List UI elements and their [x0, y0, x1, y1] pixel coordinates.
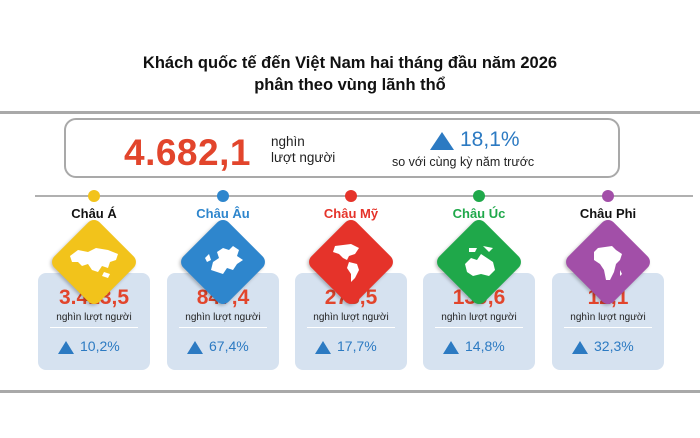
total-change: 18,1% [460, 128, 520, 151]
card-separator [564, 327, 652, 328]
region-australia: Châu Úc 130,6 nghìn lượt người 14,8% [423, 190, 535, 380]
increase-triangle-icon [430, 132, 454, 150]
region-dot [473, 190, 485, 202]
region-asia: Châu Á 3.413,5 nghìn lượt người 10,2% [38, 190, 150, 380]
region-change: 67,4% [209, 338, 249, 354]
region-europe: Châu Âu 847,4 nghìn lượt người 67,4% [167, 190, 279, 380]
region-dot [88, 190, 100, 202]
increase-triangle-icon [187, 341, 203, 354]
region-name: Châu Á [71, 206, 117, 221]
africa-map-icon [594, 246, 622, 280]
region-unit: nghìn lượt người [441, 312, 517, 323]
region-change: 32,3% [594, 338, 634, 354]
increase-triangle-icon [572, 341, 588, 354]
region-timeline-line [35, 195, 693, 197]
region-unit: nghìn lượt người [570, 312, 646, 323]
region-unit: nghìn lượt người [185, 312, 261, 323]
top-divider [0, 111, 700, 114]
region-dot [345, 190, 357, 202]
region-americas: Châu Mỹ 278,5 nghìn lượt người 17,7% [295, 190, 407, 380]
region-change: 17,7% [337, 338, 377, 354]
total-unit: nghìn lượt người [271, 134, 335, 166]
region-change: 14,8% [465, 338, 505, 354]
increase-triangle-icon [58, 341, 74, 354]
total-comparison-note: so với cùng kỳ năm trước [392, 155, 535, 169]
region-name: Châu Mỹ [323, 206, 379, 221]
bottom-divider [0, 390, 700, 393]
region-africa: Châu Phi 12,1 nghìn lượt người 32,3% [552, 190, 664, 380]
australia-map-icon [465, 246, 495, 276]
asia-map-icon [70, 248, 118, 278]
increase-triangle-icon [443, 341, 459, 354]
title-line-2: phân theo vùng lãnh thổ [254, 76, 446, 94]
title-line-1: Khách quốc tế đến Việt Nam hai tháng đầu… [142, 54, 558, 72]
card-separator [50, 327, 138, 328]
card-separator [307, 327, 395, 328]
region-change: 10,2% [80, 338, 120, 354]
europe-map-icon [205, 246, 243, 274]
region-dot [217, 190, 229, 202]
total-unit-line-1: nghìn [271, 134, 305, 149]
region-name: Châu Úc [452, 206, 506, 221]
region-unit: nghìn lượt người [56, 312, 132, 323]
region-dot [602, 190, 614, 202]
region-card: 130,6 nghìn lượt người 14,8% [423, 273, 535, 370]
card-separator [179, 327, 267, 328]
increase-triangle-icon [315, 341, 331, 354]
region-name: Châu Âu [196, 206, 250, 221]
total-unit-line-2: lượt người [271, 150, 336, 165]
total-summary-box: 4.682,1 nghìn lượt người 18,1% so với cù… [64, 118, 620, 178]
page-title: Khách quốc tế đến Việt Nam hai tháng đầu… [0, 52, 700, 96]
region-unit: nghìn lượt người [313, 312, 389, 323]
card-separator [435, 327, 523, 328]
region-name: Châu Phi [579, 206, 637, 221]
total-value: 4.682,1 [124, 132, 251, 173]
americas-map-icon [333, 244, 359, 282]
